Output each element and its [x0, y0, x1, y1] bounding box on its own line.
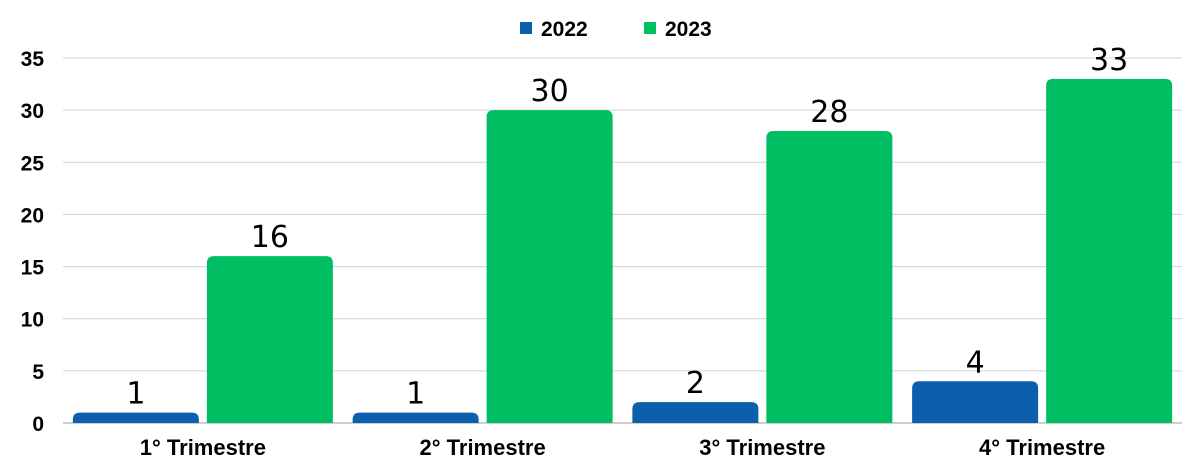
data-label-2022-4: 4 — [966, 345, 985, 380]
x-category-label: 1° Trimestre — [140, 435, 266, 460]
y-tick-label: 10 — [21, 309, 44, 332]
bar-2023-2 — [486, 110, 613, 424]
legend-swatch-2023 — [644, 22, 656, 34]
y-tick-label: 35 — [21, 48, 45, 71]
bar-2023-3 — [766, 131, 893, 423]
y-tick-label: 0 — [32, 413, 44, 436]
bar-2022-4 — [912, 381, 1039, 423]
y-tick-label: 30 — [21, 100, 44, 123]
data-label-2022-2: 1 — [406, 377, 425, 412]
x-axis-categories: 1° Trimestre 2° Trimestre 3° Trimestre 4° T… — [140, 435, 1105, 460]
legend-swatch-2022 — [520, 22, 532, 34]
bar-2023-4 — [1046, 78, 1173, 423]
legend: 2022 2023 — [520, 18, 712, 41]
bar-2022-1 — [72, 412, 199, 423]
x-category-label: 3° Trimestre — [699, 435, 825, 460]
data-label-2022-3: 2 — [686, 366, 705, 401]
data-label-2022-1: 1 — [126, 377, 145, 412]
bar-2022-2 — [352, 412, 479, 423]
x-category-label: 2° Trimestre — [420, 435, 546, 460]
x-category-label: 4° Trimestre — [979, 435, 1105, 460]
data-label-2023-1: 16 — [251, 220, 289, 255]
y-tick-label: 20 — [21, 204, 44, 227]
data-labels: 1 16 1 30 2 28 4 33 — [126, 43, 1128, 412]
data-label-2023-4: 33 — [1090, 43, 1128, 78]
bars — [72, 78, 1173, 424]
bar-2023-1 — [206, 256, 333, 423]
legend-label-2023: 2023 — [665, 18, 712, 41]
bar-2022-3 — [632, 402, 759, 423]
y-axis-ticks: 0 5 10 15 20 25 30 35 — [21, 48, 45, 436]
data-label-2023-2: 30 — [531, 74, 569, 109]
y-tick-label: 25 — [21, 152, 45, 175]
y-tick-label: 5 — [32, 361, 44, 384]
y-tick-label: 15 — [21, 257, 45, 280]
legend-label-2022: 2022 — [541, 18, 588, 41]
data-label-2023-3: 28 — [810, 95, 848, 130]
